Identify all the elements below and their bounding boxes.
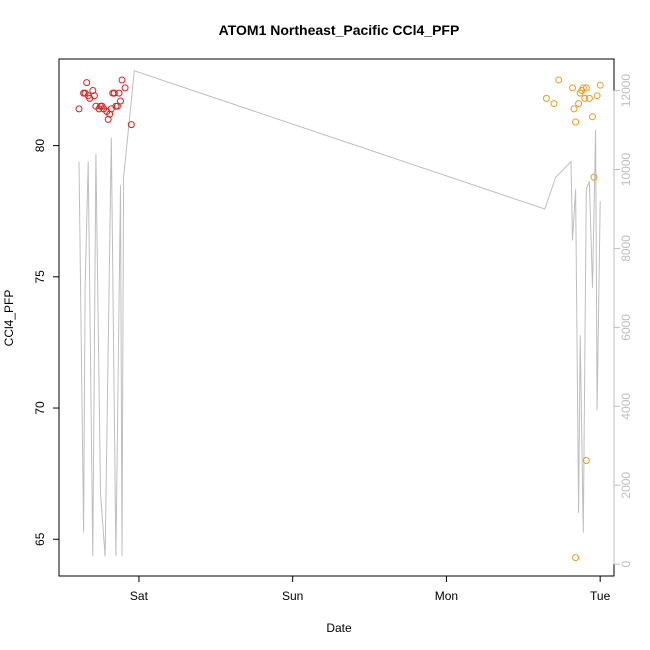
y-axis: 65 70 75 80: [33, 139, 60, 546]
data-point: [582, 457, 590, 464]
y2-tick-label: 12000: [619, 74, 633, 108]
x-tick-label: Mon: [435, 589, 458, 603]
y2-tick-label: 4000: [619, 393, 633, 420]
data-point: [110, 89, 118, 97]
data-point: [570, 105, 578, 113]
x-axis: Sat Sun Mon Tue: [130, 575, 611, 603]
data-point: [575, 100, 583, 108]
chart-title: ATOM1 Northeast_Pacific CCl4_PFP: [219, 22, 460, 38]
altitude-line-layer: [78, 70, 601, 557]
y-tick-label: 80: [33, 139, 47, 153]
y-tick-label: 65: [33, 532, 47, 546]
altitude-line: [78, 70, 601, 557]
data-point: [590, 173, 598, 181]
data-point: [593, 92, 601, 100]
series-1: [75, 76, 135, 129]
data-point: [579, 84, 587, 92]
y2-tick-label: 0: [619, 561, 633, 568]
data-point: [569, 84, 576, 92]
data-point: [555, 76, 563, 84]
data-point: [83, 79, 91, 87]
data-point: [113, 102, 121, 110]
data-point: [117, 97, 124, 105]
y-tick-label: 70: [33, 401, 47, 415]
y2-tick-label: 6000: [619, 314, 633, 341]
data-point: [585, 94, 593, 102]
data-point: [127, 121, 135, 129]
x-tick-label: Sun: [282, 589, 303, 603]
y2-tick-label: 10000: [619, 152, 633, 186]
data-point: [115, 89, 123, 97]
data-point: [90, 92, 98, 100]
x-tick-label: Tue: [590, 589, 611, 603]
data-point: [589, 113, 596, 121]
data-point: [550, 100, 558, 108]
data-point: [118, 76, 126, 84]
y-axis-label: CCl4_PFP: [2, 290, 16, 347]
points-layer: [75, 76, 604, 562]
data-point: [542, 94, 550, 102]
y2-tick-label: 8000: [619, 235, 633, 262]
x-tick-label: Sat: [130, 589, 149, 603]
y2-axis: 0 2000 4000 6000 8000 10000 12000: [613, 74, 633, 568]
data-point: [572, 554, 580, 562]
data-point: [572, 118, 580, 126]
y2-tick-label: 2000: [619, 472, 633, 499]
data-point: [121, 84, 129, 92]
data-point: [75, 105, 83, 113]
data-point: [581, 94, 589, 102]
y-tick-label: 75: [33, 270, 47, 284]
x-axis-label: Date: [326, 621, 352, 635]
series-2: [542, 76, 604, 562]
data-point: [582, 84, 590, 92]
data-point: [596, 81, 604, 89]
